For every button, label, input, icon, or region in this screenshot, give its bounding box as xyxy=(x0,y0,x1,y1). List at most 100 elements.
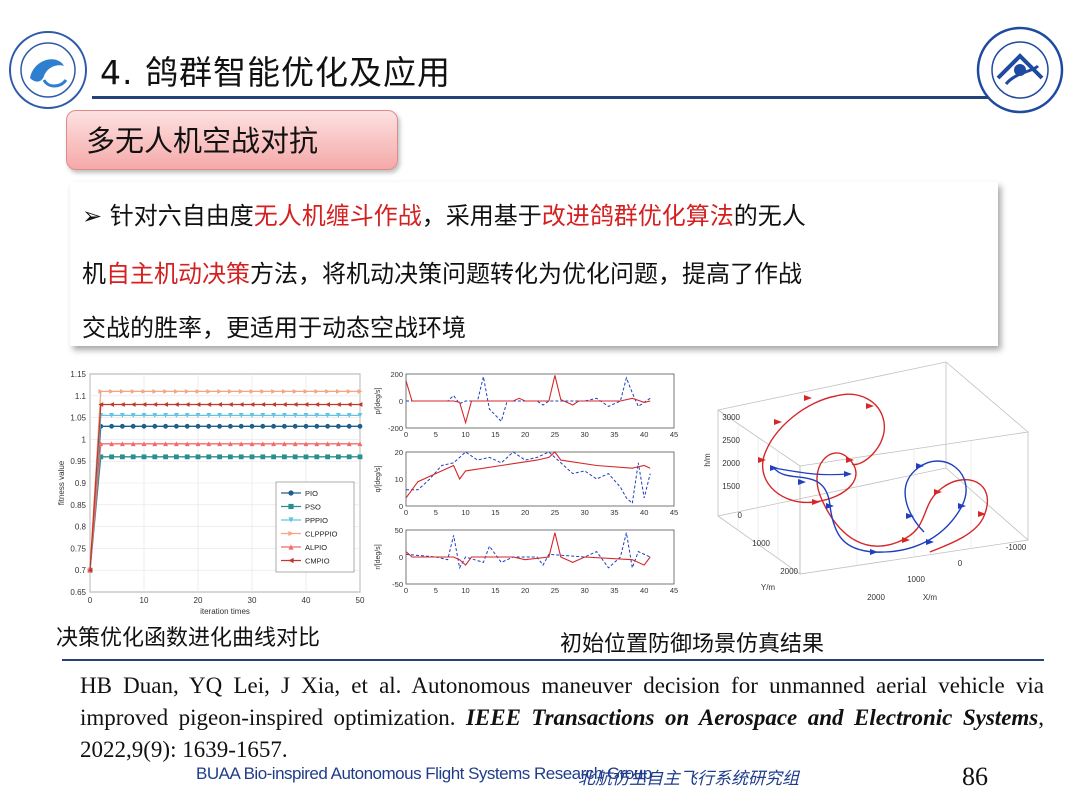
data-point xyxy=(163,402,168,407)
y-axis-label: p/[deg/s] xyxy=(375,388,382,415)
left-figure-caption: 决策优化函数进化曲线对比 xyxy=(56,626,321,651)
data-point xyxy=(184,389,190,394)
page-title: 4. 鸽群智能优化及应用 xyxy=(100,53,451,92)
x-axis-label: X/m xyxy=(923,593,938,602)
z-axis-label: h/m xyxy=(703,453,712,467)
x-tick-label: 40 xyxy=(640,586,648,595)
legend-label: CMPIO xyxy=(305,557,330,566)
legend-marker xyxy=(288,517,294,523)
red-series-line xyxy=(405,532,651,566)
legend-marker xyxy=(288,557,294,564)
legend-marker xyxy=(288,544,294,550)
data-point xyxy=(98,441,104,447)
data-point xyxy=(130,423,136,429)
data-point xyxy=(271,413,276,418)
red-marker xyxy=(978,511,986,517)
highlight-text: 改进鸽群优化算法 xyxy=(541,202,734,230)
data-point xyxy=(314,413,320,418)
blue-series-line xyxy=(406,451,651,505)
blue-trajectory xyxy=(773,460,967,553)
reference-volume: , 2022,9(9): 1639-1657. xyxy=(80,705,1044,762)
data-point xyxy=(206,454,212,460)
data-point xyxy=(303,413,309,418)
data-point xyxy=(98,402,104,407)
legend-label: CLPPPIO xyxy=(305,530,338,539)
data-point xyxy=(336,454,341,460)
data-point xyxy=(271,402,276,407)
data-point xyxy=(130,454,136,460)
reference-divider xyxy=(62,659,1044,661)
blue-series-line xyxy=(405,532,651,570)
data-point xyxy=(357,413,363,418)
y-tick-label: 1 xyxy=(82,435,87,444)
title-divider xyxy=(92,96,988,99)
blue-marker xyxy=(770,465,778,471)
data-point xyxy=(357,454,363,460)
data-point xyxy=(184,441,190,447)
data-point xyxy=(249,402,255,407)
legend-marker xyxy=(288,503,294,510)
red-trajectory-branch xyxy=(835,393,885,466)
data-point xyxy=(314,402,320,407)
y-tick-label: 0 xyxy=(399,397,403,406)
data-point xyxy=(206,441,212,447)
data-point xyxy=(109,413,114,418)
blue-marker xyxy=(798,479,806,485)
bullet-line-3: 交战的胜率，更适用于动态空战环境 xyxy=(82,308,466,343)
red-marker xyxy=(804,395,812,401)
data-point xyxy=(314,441,320,447)
y-tick-label: 200 xyxy=(390,370,403,379)
data-point xyxy=(195,423,201,429)
legend-label: PSO xyxy=(305,503,321,512)
data-point xyxy=(325,423,330,429)
bullet-line-2: 机自主机动决策方法，将机动决策问题转化为优化问题，提高了作战 xyxy=(82,254,802,289)
x-tick-label: 20 xyxy=(521,586,529,595)
data-point xyxy=(292,413,298,418)
legend-label: ALPIO xyxy=(305,543,327,552)
data-point xyxy=(238,402,244,407)
data-point xyxy=(120,402,125,407)
x-tick-label: 10 xyxy=(461,430,469,439)
data-point xyxy=(336,413,341,418)
x-tick-label: 10 xyxy=(461,508,469,517)
y-tick-label: 1.15 xyxy=(70,370,86,379)
data-point xyxy=(346,389,352,394)
x-tick-label: 15 xyxy=(491,430,499,439)
data-point xyxy=(271,441,276,447)
data-point xyxy=(217,413,222,418)
z-tick-label: 2000 xyxy=(722,459,740,468)
legend-marker xyxy=(288,530,294,537)
red-marker xyxy=(812,499,820,505)
buaa-lab-seal-icon xyxy=(8,30,88,110)
data-point xyxy=(271,423,276,429)
data-point xyxy=(238,441,244,447)
red-marker xyxy=(846,457,854,463)
y-tick-label: 0.7 xyxy=(75,566,87,575)
y-tick-label: 0.9 xyxy=(75,479,87,488)
y-axis-label: Y/m xyxy=(761,583,776,592)
y-tick-label: 0.8 xyxy=(75,523,87,532)
x-tick-label: 10 xyxy=(461,586,469,595)
blue-marker xyxy=(844,471,852,477)
footer-group-cn: 北航仿生自主飞行系统研究组 xyxy=(578,769,799,789)
data-point xyxy=(217,402,222,407)
data-point xyxy=(120,423,125,429)
x-tick-label: 30 xyxy=(580,508,588,517)
y-axis-label: fitness value xyxy=(57,460,66,505)
data-point xyxy=(163,441,168,447)
data-point xyxy=(195,402,201,407)
data-point xyxy=(152,423,158,429)
x-axis-label: iteration times xyxy=(200,607,250,616)
data-point xyxy=(217,454,222,460)
y-tick-label: 0.85 xyxy=(70,501,86,510)
data-point xyxy=(336,441,341,447)
red-series-line xyxy=(405,451,651,499)
data-point xyxy=(163,389,168,394)
data-point xyxy=(98,389,104,394)
data-point xyxy=(120,454,125,460)
bullet-marker: ➢ xyxy=(82,202,103,230)
y-tick-label: 10 xyxy=(395,475,403,484)
data-point xyxy=(228,402,233,407)
data-point xyxy=(303,402,309,407)
